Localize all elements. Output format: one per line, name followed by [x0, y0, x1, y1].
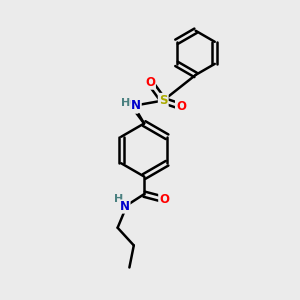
Text: O: O [159, 193, 169, 206]
Text: H: H [121, 98, 130, 109]
Text: N: N [120, 200, 130, 213]
Text: N: N [127, 99, 137, 112]
Text: H: H [115, 194, 124, 204]
Text: O: O [176, 100, 186, 113]
Text: O: O [145, 76, 155, 89]
Text: N: N [131, 99, 141, 112]
Text: H: H [127, 101, 135, 111]
Text: S: S [159, 94, 167, 107]
